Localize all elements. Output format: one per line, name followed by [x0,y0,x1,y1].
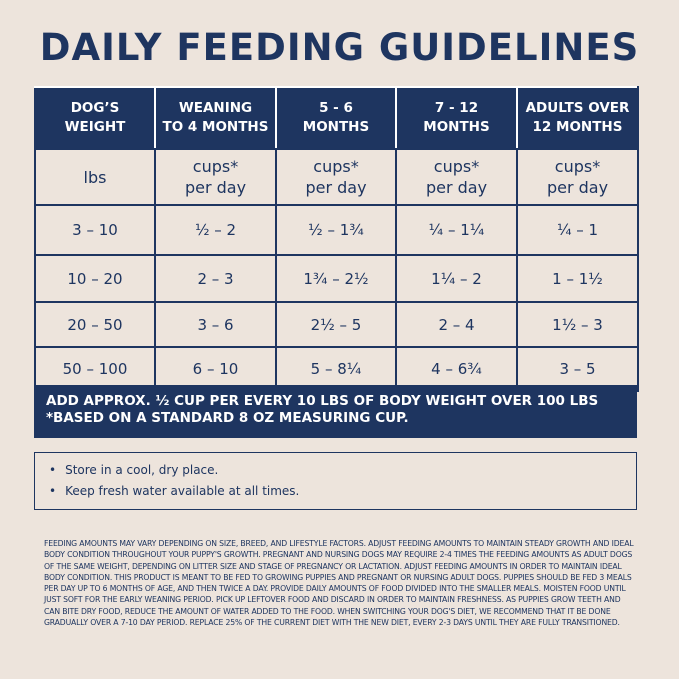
table-cell: cups* per day [154,148,277,206]
table-cell: 1½ – 3 [516,301,639,348]
table-cell: 10 – 20 [34,254,156,303]
table-cell: 4 – 6¾ [395,346,518,392]
table-cell: ½ – 2 [154,204,277,256]
table-cell: 1¾ – 2½ [275,254,397,303]
table-cell: 1¼ – 2 [395,254,518,303]
table-cell: 7 - 12 MONTHS [395,86,518,150]
footer-line: *BASED ON A STANDARD 8 OZ MEASURING CUP. [46,410,409,426]
table-cell: ¼ – 1¼ [395,204,518,256]
notes-box: Store in a cool, dry place. Keep fresh w… [34,452,637,510]
table-row: 50 – 100 6 – 10 5 – 8¼ 4 – 6¾ 3 – 5 [34,346,639,392]
table-cell: 5 - 6 MONTHS [275,86,397,150]
table-cell: WEANING TO 4 MONTHS [154,86,277,150]
table-cell: DOG’S WEIGHT [34,86,156,150]
table-cell: 2½ – 5 [275,301,397,348]
title: DAILY FEEDING GUIDELINES [39,26,640,69]
table-footer: ADD APPROX. ½ CUP PER EVERY 10 LBS OF BO… [34,385,637,438]
table-cell: 50 – 100 [34,346,156,392]
table-cell: cups* per day [395,148,518,206]
table-cell: lbs [34,148,156,206]
table-cell: ¼ – 1 [516,204,639,256]
table-cell: 3 – 10 [34,204,156,256]
footer-line: ADD APPROX. ½ CUP PER EVERY 10 LBS OF BO… [46,393,599,409]
table-row: lbs cups* per day cups* per day cups* per d… [34,148,639,206]
feeding-table: DOG’S WEIGHT WEANING TO 4 MONTHS 5 - 6 MON… [34,86,639,392]
table-row: DOG’S WEIGHT WEANING TO 4 MONTHS 5 - 6 MON… [34,86,639,150]
table-cell: 6 – 10 [154,346,277,392]
table-cell: 2 – 3 [154,254,277,303]
table-cell: 20 – 50 [34,301,156,348]
table-cell: 1 – 1½ [516,254,639,303]
disclaimer: FEEDING AMOUNTS MAY VARY DEPENDING ON SI… [44,539,634,628]
note: Keep fresh water available at all times. [49,481,636,502]
table-cell: cups* per day [516,148,639,206]
table-cell: 2 – 4 [395,301,518,348]
table-cell: 3 – 6 [154,301,277,348]
table-cell: 5 – 8¼ [275,346,397,392]
table-cell: ADULTS OVER 12 MONTHS [516,86,639,150]
note: Store in a cool, dry place. [49,460,636,481]
table-cell: cups* per day [275,148,397,206]
table-cell: ½ – 1¾ [275,204,397,256]
